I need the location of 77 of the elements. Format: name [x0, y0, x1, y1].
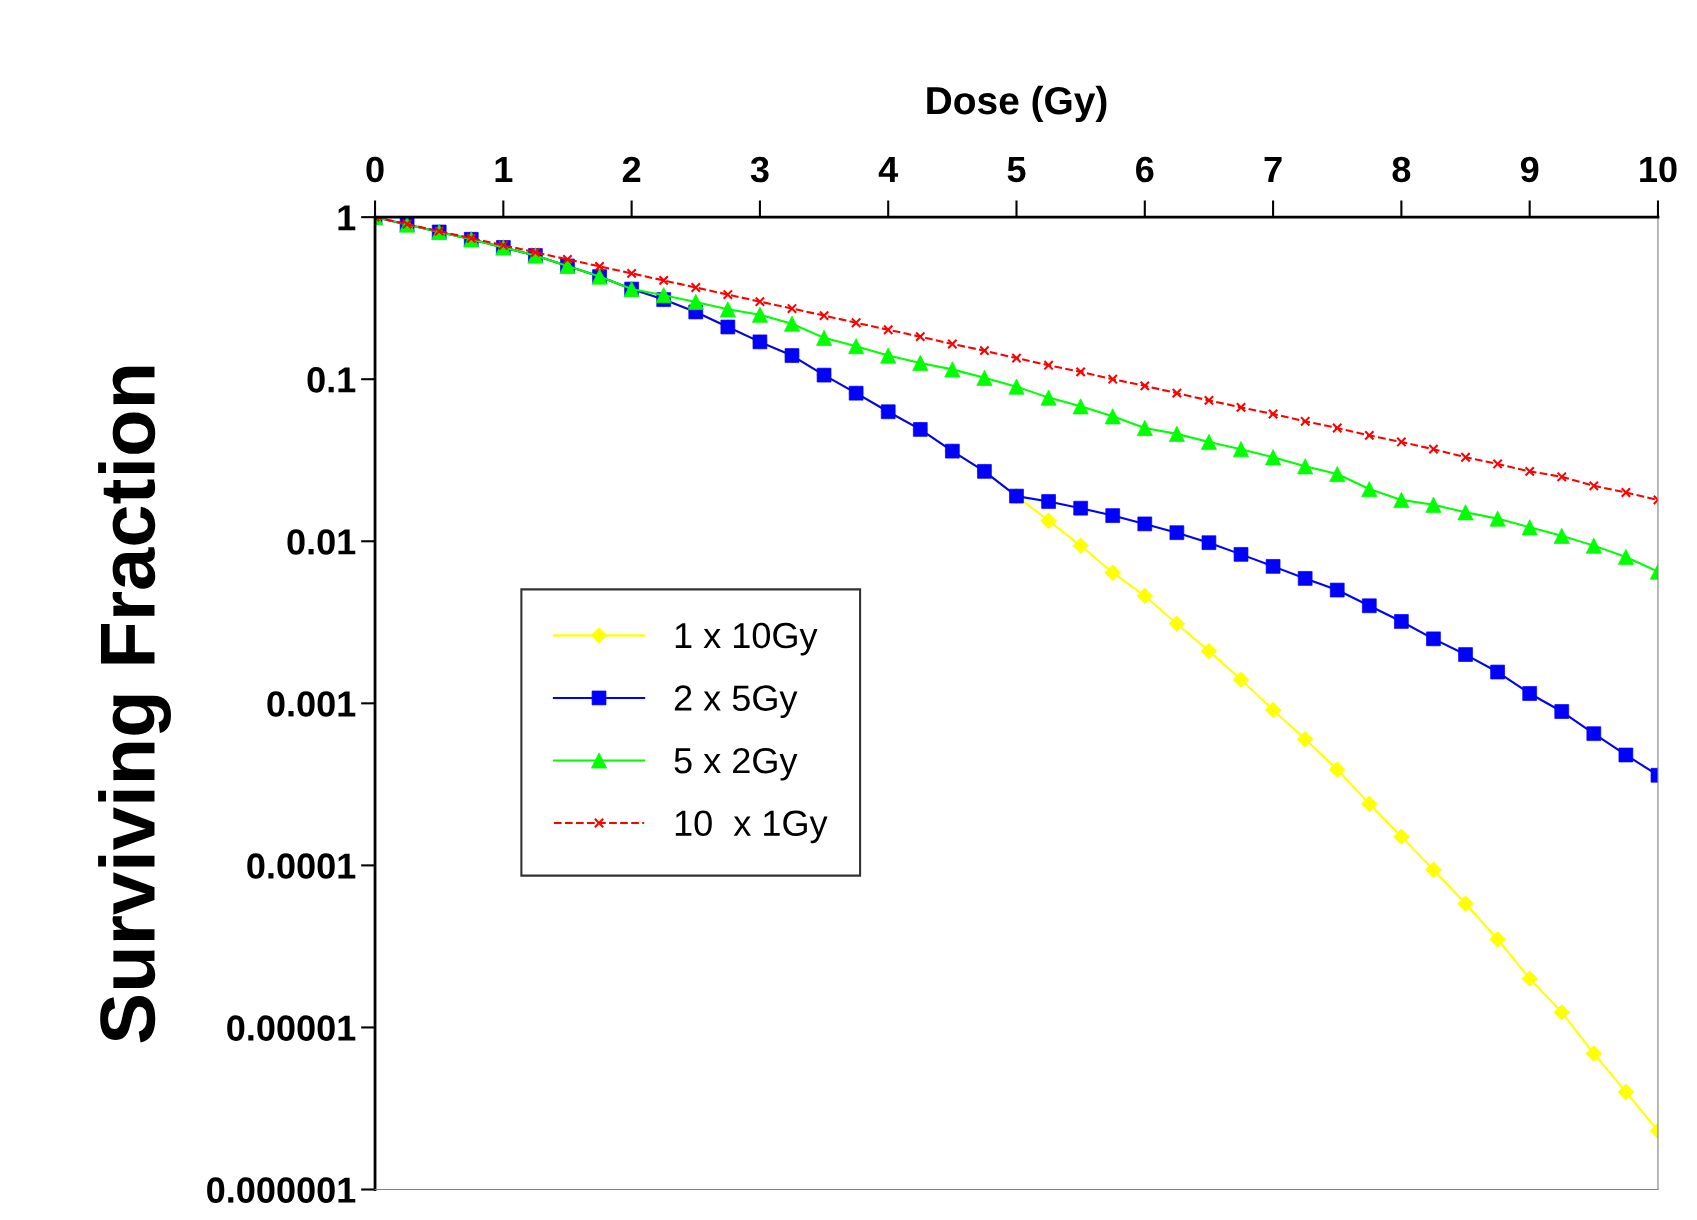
point — [1329, 466, 1346, 483]
point — [1460, 452, 1471, 463]
point — [722, 289, 734, 300]
point — [562, 254, 573, 265]
point — [1139, 380, 1150, 392]
point — [1620, 487, 1632, 498]
point — [1168, 425, 1185, 442]
point — [1524, 466, 1535, 477]
x-tick-label: 4 — [878, 157, 899, 182]
point — [658, 275, 669, 286]
point — [1267, 408, 1279, 420]
legend-label: 1 x 10Gy — [675, 622, 818, 656]
x-axis-title: Dose (Gy) — [927, 85, 1107, 123]
x-tick-label: 0 — [366, 156, 384, 183]
point — [1556, 471, 1567, 482]
point — [883, 324, 894, 335]
x-tick-label: 2 — [622, 156, 641, 182]
point — [1171, 387, 1183, 399]
point — [626, 268, 637, 279]
x-tick-label: 5 — [1007, 157, 1026, 183]
point — [719, 301, 736, 318]
x-tick-label: 1 — [495, 157, 513, 182]
point — [1332, 422, 1343, 434]
point — [1299, 416, 1311, 427]
y-tick-label: 0.0001 — [247, 853, 356, 879]
point — [1492, 458, 1503, 470]
x-tick-label: 6 — [1136, 156, 1154, 183]
point — [1011, 352, 1022, 364]
point — [850, 317, 862, 328]
y-tick-label: 0.1 — [307, 367, 356, 393]
point — [979, 345, 990, 356]
point — [915, 331, 926, 342]
point — [1297, 571, 1313, 586]
y-tick-label: 1 — [338, 205, 356, 231]
y-axis-title: Surviving Fraction — [98, 366, 171, 1043]
x-tick-label: 3 — [750, 156, 769, 183]
point — [1393, 828, 1410, 846]
x-tick-label: 10 — [1640, 156, 1677, 183]
point — [1521, 519, 1538, 536]
y-tick-label: 0.00001 — [227, 1015, 356, 1041]
y-tick-label: 0.000001 — [207, 1177, 356, 1203]
point — [1201, 535, 1217, 550]
point — [818, 310, 830, 321]
y-tick-label: 0.01 — [287, 529, 356, 555]
point — [754, 296, 766, 307]
point — [594, 261, 605, 272]
point — [1457, 895, 1474, 912]
point — [1586, 726, 1602, 741]
point — [1428, 443, 1439, 455]
point — [1588, 480, 1600, 491]
point — [1200, 433, 1217, 450]
point — [1203, 395, 1215, 406]
legend-label: 5 x 2Gy — [674, 747, 798, 781]
point — [944, 361, 961, 378]
point — [1265, 449, 1282, 466]
point — [947, 338, 958, 350]
legend-label: 2 x 5Gy — [674, 685, 798, 719]
point — [1265, 559, 1281, 574]
legend-label: 10 x 1Gy — [675, 810, 828, 844]
point — [1233, 547, 1249, 562]
point — [1043, 360, 1054, 371]
x-tick-label: 7 — [1264, 157, 1282, 182]
point — [786, 303, 798, 314]
point — [690, 282, 701, 293]
point — [1075, 366, 1086, 378]
x-tick-label: 8 — [1392, 156, 1411, 183]
point — [1396, 436, 1407, 448]
point — [1617, 548, 1634, 565]
point — [1107, 374, 1118, 385]
point — [1364, 430, 1375, 441]
point — [1362, 598, 1377, 614]
x-tick-label: 9 — [1520, 156, 1539, 183]
point — [1136, 420, 1153, 436]
point — [1073, 500, 1088, 516]
y-tick-label: 0.001 — [267, 691, 356, 717]
point — [1235, 402, 1247, 413]
point — [1232, 671, 1250, 688]
